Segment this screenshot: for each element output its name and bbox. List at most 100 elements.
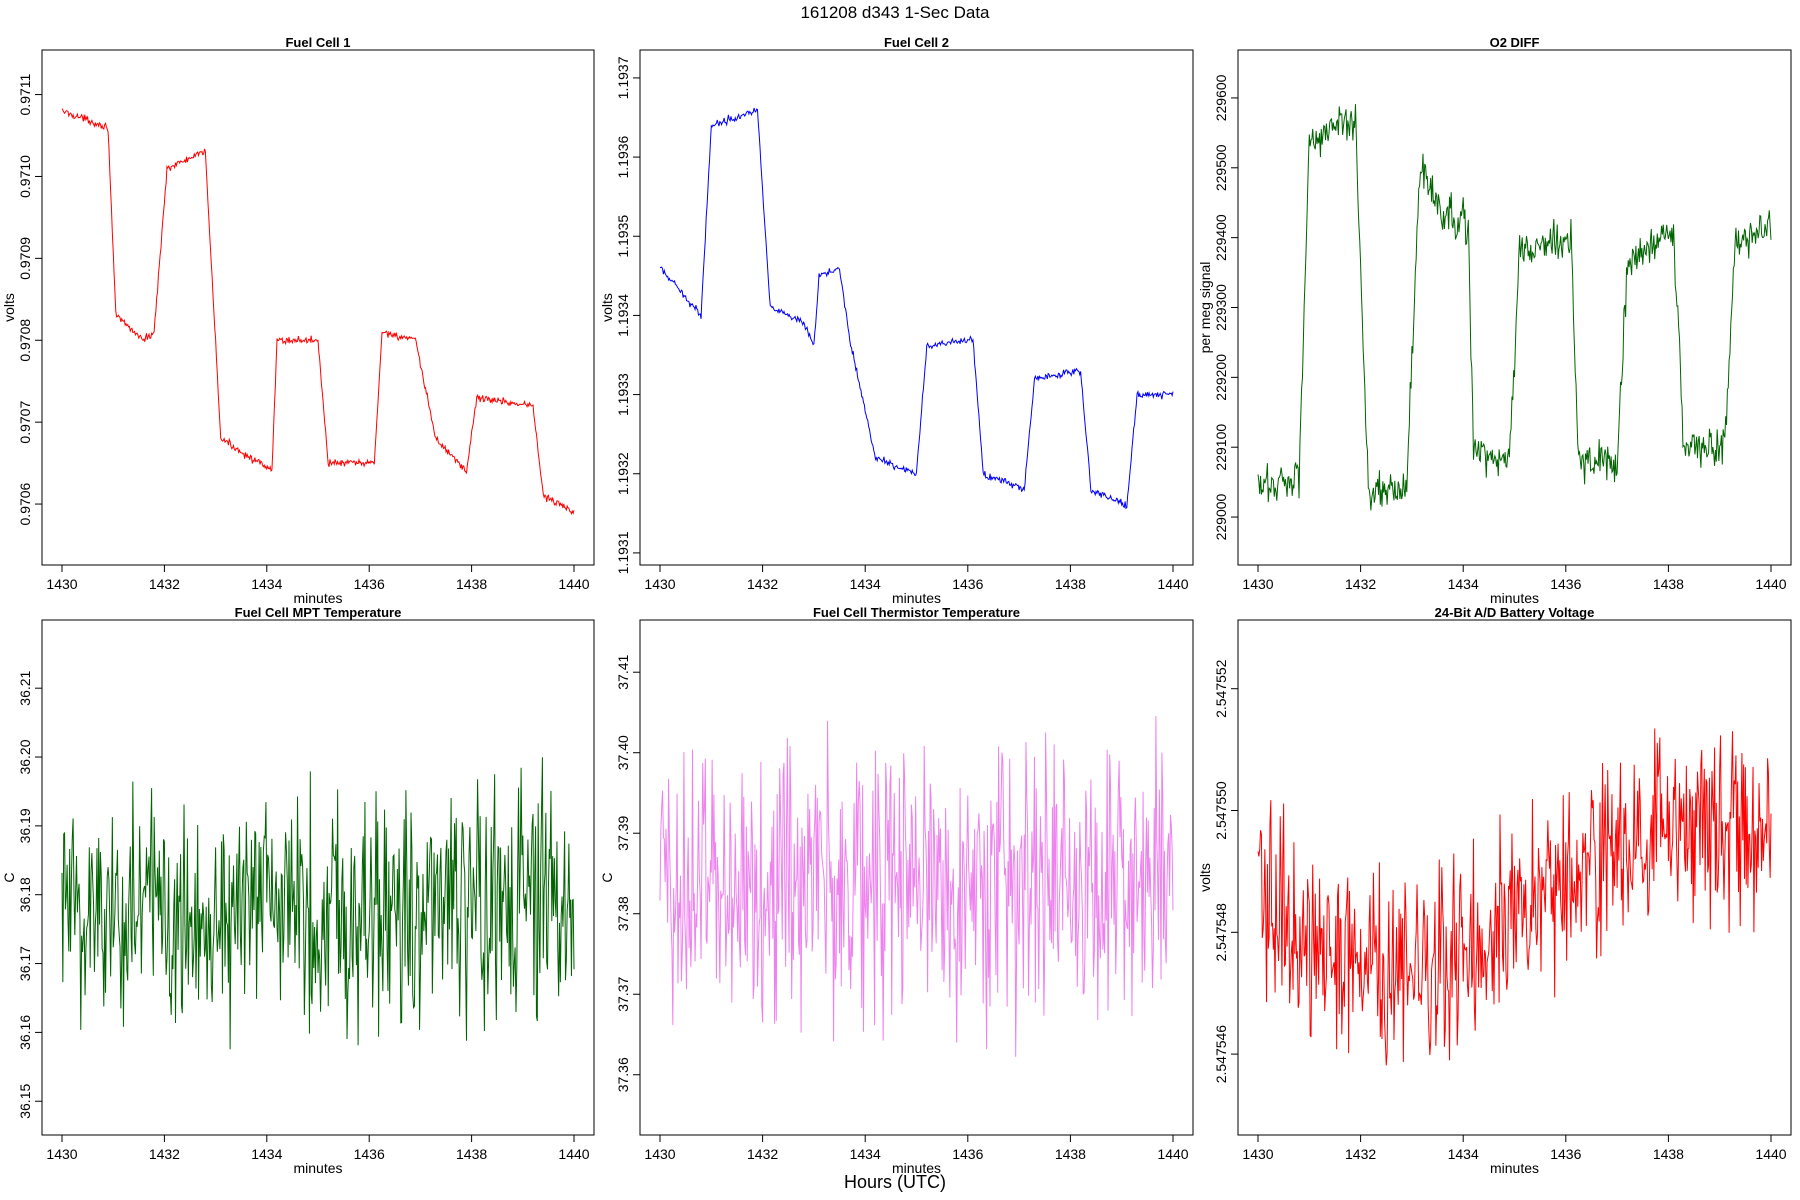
series-line xyxy=(61,757,575,1050)
y-tick-label: 36.16 xyxy=(17,1015,33,1050)
x-tick-label: 1440 xyxy=(558,1146,589,1162)
y-tick-label: 229600 xyxy=(1213,74,1229,121)
x-tick-label: 1432 xyxy=(1345,1146,1376,1162)
x-tick-label: 1434 xyxy=(251,1146,282,1162)
x-axis-label: minutes xyxy=(293,1160,342,1176)
y-tick-label: 36.17 xyxy=(17,946,33,981)
panel-o2-diff: O2 DIFF 1430 1432 1434 1436 1438 1440 minutes 22… xyxy=(1197,35,1792,606)
x-tick-label: 1440 xyxy=(1157,1146,1188,1162)
x-tick-label: 1438 xyxy=(456,1146,487,1162)
y-axis-label: volts xyxy=(1197,863,1213,892)
y-tick-label: 1.1933 xyxy=(615,373,631,416)
x-tick-label: 1432 xyxy=(1345,576,1376,592)
y-tick-label: 2.547546 xyxy=(1213,1025,1229,1084)
series-line xyxy=(1257,728,1772,1066)
x-tick-label: 1432 xyxy=(149,576,180,592)
y-tick-label: 229000 xyxy=(1213,493,1229,540)
figure-title: 161208 d343 1-Sec Data xyxy=(800,3,990,22)
y-axis-label: volts xyxy=(599,293,615,322)
x-tick-label: 1430 xyxy=(46,1146,77,1162)
y-tick-label: 0.9709 xyxy=(17,237,33,280)
panel-fuel-cell-1: Fuel Cell 1 1430 1432 1434 1436 1438 1440 minut… xyxy=(1,35,595,606)
panel-title: Fuel Cell 1 xyxy=(285,35,350,50)
panel-fuel-cell-2: Fuel Cell 2 1430 1432 1434 1436 1438 1440 minut… xyxy=(599,35,1194,606)
panel-24-bit-a-d-battery-voltage: 24-Bit A/D Battery Voltage 1430 1432 1434 14… xyxy=(1197,605,1792,1176)
x-tick-label: 1434 xyxy=(251,576,282,592)
x-tick-label: 1430 xyxy=(46,576,77,592)
x-tick-label: 1438 xyxy=(1055,1146,1086,1162)
y-tick-label: 36.19 xyxy=(17,808,33,843)
y-axis-label: per meg signal xyxy=(1197,262,1213,354)
series-line xyxy=(61,108,575,516)
y-tick-label: 2.547548 xyxy=(1213,903,1229,962)
y-tick-label: 2.547550 xyxy=(1213,781,1229,840)
x-tick-label: 1434 xyxy=(1448,576,1479,592)
y-tick-label: 1.1936 xyxy=(615,135,631,178)
y-tick-label: 37.36 xyxy=(615,1057,631,1092)
series-line xyxy=(659,716,1174,1057)
y-tick-label: 36.18 xyxy=(17,877,33,912)
panel-title: 24-Bit A/D Battery Voltage xyxy=(1435,605,1595,620)
x-tick-label: 1436 xyxy=(354,1146,385,1162)
y-tick-label: 1.1935 xyxy=(615,215,631,258)
plot-frame xyxy=(639,49,1194,566)
x-tick-label: 1436 xyxy=(952,1146,983,1162)
x-tick-label: 1438 xyxy=(456,576,487,592)
panel-title: O2 DIFF xyxy=(1490,35,1540,50)
y-tick-label: 37.41 xyxy=(615,654,631,689)
y-tick-label: 229200 xyxy=(1213,354,1229,401)
x-tick-label: 1436 xyxy=(1550,576,1581,592)
x-tick-label: 1440 xyxy=(1755,576,1786,592)
x-tick-label: 1434 xyxy=(850,576,881,592)
y-tick-label: 0.9710 xyxy=(17,155,33,198)
x-tick-label: 1432 xyxy=(747,1146,778,1162)
y-tick-label: 36.15 xyxy=(17,1084,33,1119)
x-tick-label: 1430 xyxy=(644,1146,675,1162)
x-tick-label: 1438 xyxy=(1653,576,1684,592)
x-tick-label: 1436 xyxy=(1550,1146,1581,1162)
x-axis-label: minutes xyxy=(892,1160,941,1176)
y-tick-label: 0.9707 xyxy=(17,401,33,444)
x-tick-label: 1430 xyxy=(1242,576,1273,592)
panel-fuel-cell-mpt-temperature: Fuel Cell MPT Temperature 1430 1432 1434 143… xyxy=(1,605,595,1176)
x-axis-label: minutes xyxy=(1490,1160,1539,1176)
panel-title: Fuel Cell 2 xyxy=(884,35,949,50)
x-tick-label: 1430 xyxy=(644,576,675,592)
y-tick-label: 1.1932 xyxy=(615,452,631,495)
y-tick-label: 229100 xyxy=(1213,424,1229,471)
x-tick-label: 1436 xyxy=(952,576,983,592)
x-tick-label: 1438 xyxy=(1653,1146,1684,1162)
series-line xyxy=(1257,104,1772,511)
panel-title: Fuel Cell Thermistor Temperature xyxy=(813,605,1020,620)
y-axis-label: C xyxy=(599,872,615,882)
series-line xyxy=(659,107,1174,510)
y-tick-label: 1.1937 xyxy=(615,56,631,99)
y-tick-label: 2.547552 xyxy=(1213,659,1229,718)
plot-frame xyxy=(1237,49,1792,566)
y-tick-label: 1.1934 xyxy=(615,294,631,337)
y-tick-label: 0.9706 xyxy=(17,482,33,525)
y-tick-label: 37.39 xyxy=(615,815,631,850)
x-tick-label: 1432 xyxy=(149,1146,180,1162)
x-tick-label: 1432 xyxy=(747,576,778,592)
y-axis-label: volts xyxy=(1,293,17,322)
y-tick-label: 0.9711 xyxy=(17,73,33,115)
x-tick-label: 1440 xyxy=(1755,1146,1786,1162)
y-tick-label: 229400 xyxy=(1213,214,1229,261)
panel-fuel-cell-thermistor-temperature: Fuel Cell Thermistor Temperature 1430 1432… xyxy=(599,605,1194,1176)
x-tick-label: 1440 xyxy=(558,576,589,592)
y-tick-label: 0.9708 xyxy=(17,319,33,362)
x-axis-label: minutes xyxy=(1490,590,1539,606)
x-axis-label: minutes xyxy=(293,590,342,606)
x-tick-label: 1434 xyxy=(850,1146,881,1162)
y-tick-label: 37.40 xyxy=(615,735,631,770)
plot-frame xyxy=(41,49,595,566)
x-tick-label: 1436 xyxy=(354,576,385,592)
panel-title: Fuel Cell MPT Temperature xyxy=(235,605,402,620)
y-tick-label: 36.20 xyxy=(17,739,33,774)
x-tick-label: 1434 xyxy=(1448,1146,1479,1162)
x-tick-label: 1430 xyxy=(1242,1146,1273,1162)
y-tick-label: 36.21 xyxy=(17,670,33,705)
y-tick-label: 37.38 xyxy=(615,896,631,931)
